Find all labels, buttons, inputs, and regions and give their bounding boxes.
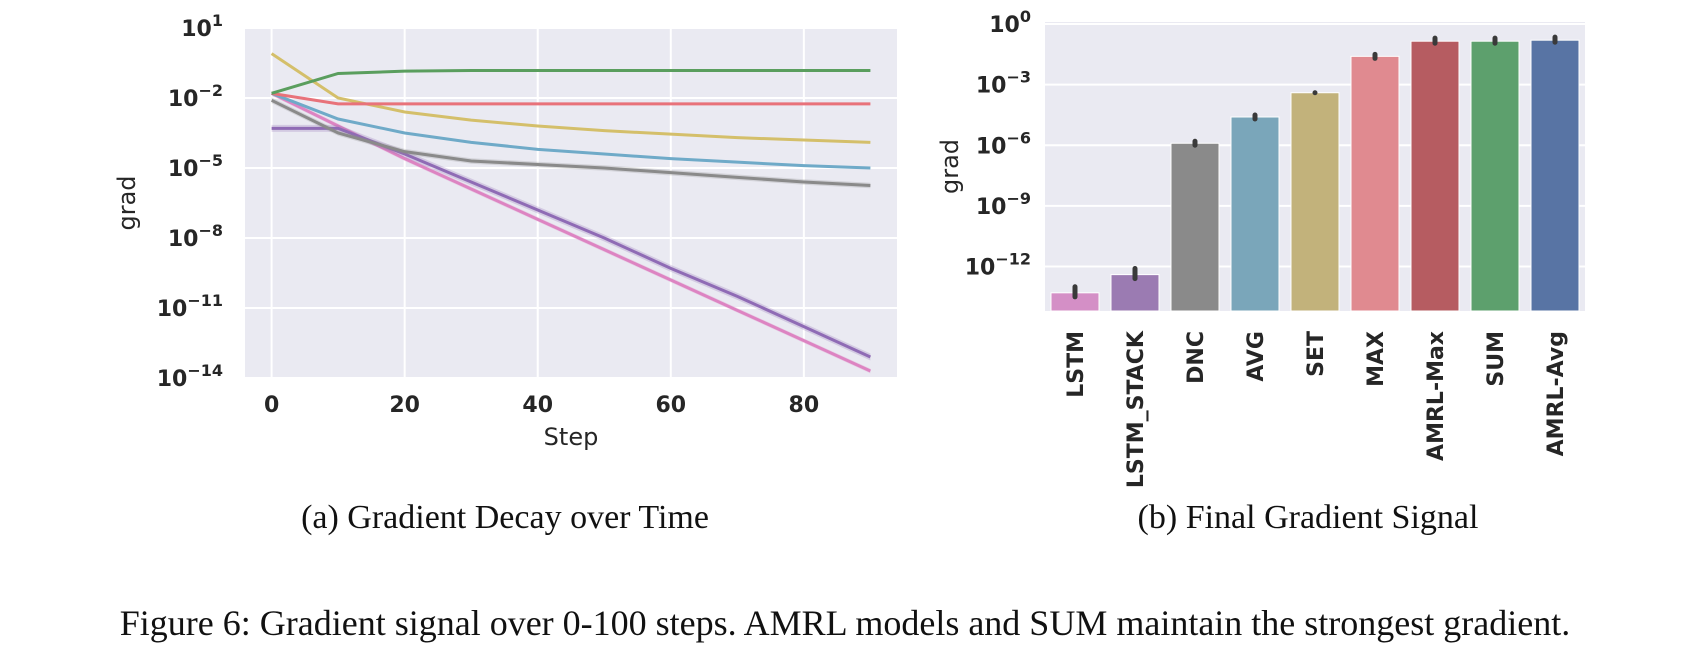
y-axis-label-b: grad xyxy=(936,139,964,194)
panel-gradient-decay: 0 20 40 60 80 101 10−2 10−5 10−8 10−11 10−14 Step gr… xyxy=(113,11,897,451)
subcaption-b: (b) Final Gradient Signal xyxy=(1138,499,1479,536)
bar-set xyxy=(1290,92,1340,312)
x-axis-label-a: Step xyxy=(544,423,599,451)
x-tick-label-b: DNC xyxy=(1184,331,1209,384)
bar-sum xyxy=(1470,40,1520,312)
y-tick-label-a: 10−2 xyxy=(168,81,223,112)
y-tick-label-a: 10−11 xyxy=(157,291,223,322)
x-tick-label-b: AMRL-Avg xyxy=(1544,331,1569,456)
series-line-avg xyxy=(271,91,871,170)
y-tick-label-a: 10−5 xyxy=(168,151,223,182)
y-tick-label-b: 10−6 xyxy=(976,128,1031,159)
y-tick-label-b: 10−3 xyxy=(976,68,1031,99)
x-tick-label-b: LSTM_STACK xyxy=(1124,330,1149,488)
subcaption-a: (a) Gradient Decay over Time xyxy=(301,499,709,536)
series-line-max xyxy=(271,91,871,106)
bar-lstm_stack xyxy=(1110,274,1160,312)
bar-amrl-avg xyxy=(1530,39,1580,312)
bar-max xyxy=(1350,55,1400,312)
series-line-dnc xyxy=(270,98,871,187)
y-axis-label-a: grad xyxy=(113,175,141,230)
x-tick-label-b: AVG xyxy=(1244,331,1269,382)
x-tick-label-b: SUM xyxy=(1484,331,1509,387)
y-tick-label-b: 10−12 xyxy=(965,250,1031,281)
figure-caption: Figure 6: Gradient signal over 0-100 ste… xyxy=(120,603,1570,643)
bar-amrl-max xyxy=(1410,40,1460,312)
x-tick-label-a: 0 xyxy=(264,393,279,418)
x-tick-label-a: 60 xyxy=(655,393,686,418)
x-tick-label-b: MAX xyxy=(1364,331,1389,387)
series-line-sum xyxy=(271,68,871,95)
panel-final-gradient: 100 10−3 10−6 10−9 10−12 LSTM LSTM_STACK DNC AVG… xyxy=(936,7,1585,488)
bar-avg xyxy=(1230,116,1280,312)
x-tick-label-b: AMRL-Max xyxy=(1424,331,1449,461)
x-tick-label-a: 20 xyxy=(389,393,420,418)
bar-dnc xyxy=(1170,142,1220,312)
y-tick-label-a: 101 xyxy=(181,11,223,42)
y-tick-label-b: 10−9 xyxy=(976,189,1031,220)
x-tick-label-a: 80 xyxy=(789,393,820,418)
x-tick-label-b: SET xyxy=(1304,331,1329,377)
y-tick-label-a: 10−14 xyxy=(157,361,223,392)
x-tick-label-b: LSTM xyxy=(1064,331,1089,398)
y-tick-label-a: 10−8 xyxy=(168,221,223,252)
x-tick-label-a: 40 xyxy=(522,393,553,418)
y-tick-label-b: 100 xyxy=(989,7,1031,38)
